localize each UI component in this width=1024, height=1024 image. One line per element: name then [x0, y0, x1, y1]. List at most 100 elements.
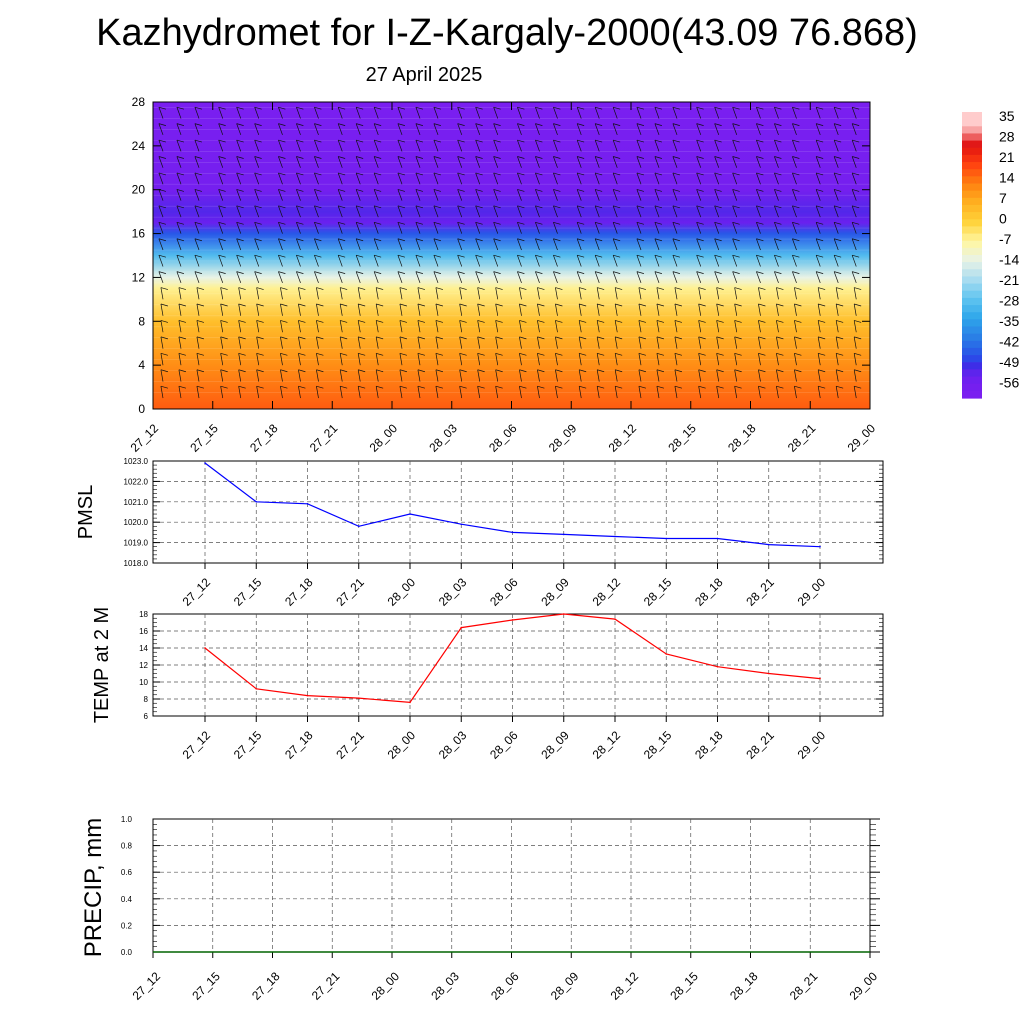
- wind-barb-flag: [278, 156, 286, 159]
- wind-barb-flag: [714, 106, 722, 110]
- wind-barb: [716, 320, 720, 333]
- wind-barb-flag: [714, 139, 722, 143]
- wind-barb-flag: [278, 139, 286, 143]
- wind-barb-flag: [397, 238, 405, 242]
- wind-barb: [716, 287, 720, 300]
- wind-barb-column: [337, 106, 348, 399]
- panel-frame: [152, 460, 884, 564]
- wind-barb-flag: [158, 271, 166, 274]
- wind-barb-flag: [792, 123, 800, 126]
- wind-barb: [794, 287, 797, 300]
- wind-barb: [296, 156, 301, 168]
- wind-barb-flag: [537, 369, 545, 373]
- wind-barb-flag: [672, 254, 680, 258]
- wind-barb-flag: [459, 385, 467, 389]
- wind-barb-flag: [698, 320, 706, 323]
- wind-barb: [519, 287, 522, 300]
- wind-barb-flag: [160, 303, 169, 307]
- wind-barb-flag: [314, 123, 322, 126]
- wind-barb-flag: [316, 336, 324, 340]
- wind-barb: [758, 386, 761, 399]
- wind-barb: [596, 369, 600, 382]
- wind-barb-flag: [397, 172, 405, 176]
- wind-barb-flag: [674, 336, 683, 340]
- wind-barb: [638, 386, 642, 399]
- wind-barb: [851, 205, 857, 218]
- x-tick-label: 28_15: [641, 575, 675, 609]
- wind-barb: [457, 139, 463, 152]
- colorbar-segment: [962, 226, 982, 235]
- wind-barb-flag: [475, 271, 483, 274]
- wind-barb: [373, 189, 379, 201]
- wind-barb: [833, 255, 839, 267]
- wind-barb: [337, 222, 343, 234]
- x-tick-label: 27_18: [282, 728, 316, 762]
- wind-barb-flag: [358, 320, 366, 323]
- colorbar-label: -7: [999, 231, 1012, 247]
- wind-barb: [698, 287, 702, 300]
- wind-barb-flag: [397, 221, 405, 225]
- wind-barb: [638, 303, 642, 316]
- wind-barb: [278, 139, 283, 152]
- wind-barb: [493, 222, 499, 234]
- wind-barb-flag: [194, 156, 202, 159]
- wind-barb-flag: [595, 221, 603, 225]
- wind-barb: [178, 320, 182, 333]
- wind-barb-flag: [238, 369, 246, 373]
- wind-barb: [194, 205, 200, 218]
- wind-barb: [238, 303, 242, 316]
- wind-barb: [298, 303, 301, 316]
- x-tick-label: 28_06: [487, 728, 521, 762]
- wind-barb-flag: [280, 303, 288, 307]
- wind-barb: [314, 172, 319, 185]
- wind-barb: [357, 369, 361, 382]
- wind-barb: [815, 156, 821, 168]
- wind-barb: [612, 222, 618, 234]
- wind-barb-flag: [477, 320, 485, 323]
- wind-barb-flag: [758, 352, 766, 356]
- wind-barb: [236, 139, 242, 152]
- wind-barb-flag: [537, 287, 545, 290]
- wind-barb-flag: [194, 205, 202, 209]
- wind-barb: [415, 139, 421, 152]
- x-tick-label: 27_12: [180, 575, 214, 609]
- wind-barb: [397, 271, 403, 284]
- wind-barb: [477, 303, 481, 316]
- wind-barb: [296, 189, 301, 201]
- colorbar-segment: [962, 219, 982, 227]
- wind-barb: [636, 255, 642, 267]
- wind-barb: [477, 287, 481, 300]
- wind-barb-flag: [220, 336, 228, 340]
- wind-barb: [220, 353, 224, 366]
- wind-barb-flag: [636, 172, 644, 176]
- wind-barb: [355, 156, 361, 168]
- wind-barb-flag: [595, 172, 603, 176]
- wind-barb: [555, 320, 558, 333]
- colorbar-segment: [962, 112, 982, 120]
- wind-barb-flag: [774, 189, 782, 192]
- wind-barb: [278, 172, 283, 185]
- wind-barb: [493, 189, 499, 201]
- wind-barb: [732, 255, 738, 267]
- wind-barb: [160, 287, 164, 300]
- wind-barb-flag: [314, 238, 322, 242]
- wind-barb: [553, 222, 558, 234]
- wind-barb-flag: [553, 271, 561, 274]
- wind-barb: [654, 238, 660, 251]
- wind-barb: [774, 222, 779, 234]
- wind-barb: [553, 238, 558, 251]
- wind-barb-flag: [196, 352, 205, 356]
- wind-barb-flag: [415, 205, 423, 209]
- wind-barb: [415, 156, 421, 168]
- wind-barb: [636, 139, 642, 152]
- wind-barb-flag: [834, 205, 842, 209]
- wind-barb-flag: [220, 369, 228, 373]
- wind-barb: [298, 369, 301, 382]
- wind-barb-flag: [435, 369, 444, 373]
- wind-barb-flag: [495, 352, 503, 356]
- wind-barb-flag: [537, 385, 545, 389]
- wind-barb-column: [373, 106, 384, 399]
- wind-barb-flag: [816, 156, 824, 159]
- wind-barb-flag: [537, 303, 545, 307]
